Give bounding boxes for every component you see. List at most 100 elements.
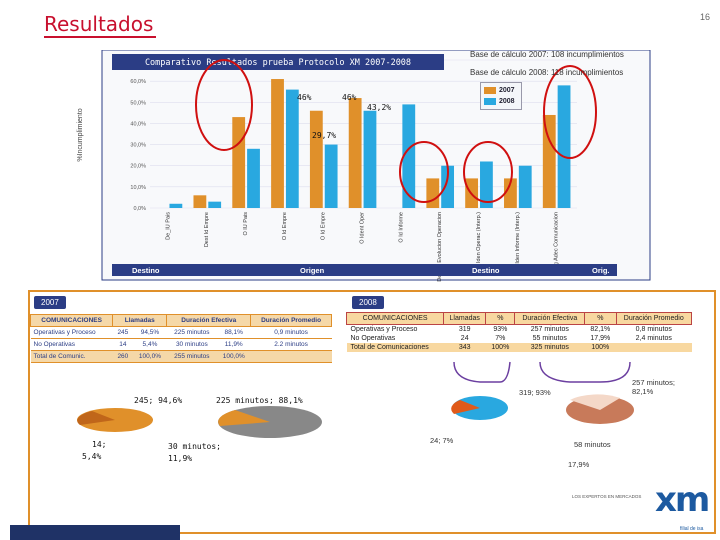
group-label-bar <box>112 264 617 276</box>
cell: Operativas y Proceso <box>30 326 113 339</box>
header-duracion-efectiva: Duración Efectiva <box>166 314 252 327</box>
cell: 343 <box>443 343 486 352</box>
highlight-circle <box>195 59 253 151</box>
cell: 255 minutos <box>166 350 217 363</box>
y-tick-label: 10,0% <box>130 185 146 191</box>
pie-label: 5,4% <box>82 452 102 461</box>
pie-label: 245; 94,6% <box>134 396 183 405</box>
x-tick-label: Dest Iden Operac (Interp.) <box>476 212 482 276</box>
cell: Total de Comunic. <box>30 350 113 363</box>
bar-2008 <box>324 144 338 208</box>
group-label: Destino <box>472 266 500 275</box>
legend-item-2007: 2007 <box>484 85 518 96</box>
cell: 325 minutos <box>514 343 585 352</box>
data-annotation: 43,2% <box>367 103 391 112</box>
header-duracion-promedio: Duración Promedio <box>615 312 693 325</box>
bar-2008 <box>518 165 532 208</box>
bar-2008 <box>363 110 377 208</box>
bar-2007 <box>193 195 207 208</box>
cell: Operativas y Proceso <box>350 326 418 333</box>
table-row: Total de Comunic. 260 100,0% 255 minutos 100… <box>30 350 332 363</box>
pie-2007-calls-slice <box>77 411 115 425</box>
pie-label: 17,9% <box>568 460 590 469</box>
bar-2008 <box>480 161 493 208</box>
pie-label: 319; 93% <box>519 388 551 397</box>
cell: No Operativas <box>350 335 396 342</box>
table-2007: COMUNICACIONES Llamadas Duración Efectiv… <box>29 314 332 363</box>
bar-2007 <box>426 178 440 208</box>
bar-2007 <box>271 79 284 209</box>
header-duracion-promedio: Duración Promedio <box>250 314 332 327</box>
cell: 17,9% <box>590 335 611 342</box>
y-tick-label: 20,0% <box>130 164 146 170</box>
cell <box>616 343 692 352</box>
data-annotation: 46% <box>297 93 312 102</box>
legend-swatch-2007 <box>484 87 496 94</box>
base-2007-text: Base de cálculo 2007: 108 incumplimiento… <box>470 50 624 59</box>
x-tick-label: O IU Pais <box>243 212 249 236</box>
base-2008-text: Base de cálculo 2008: 118 incumplimiento… <box>470 68 624 77</box>
pie-label: 11,9% <box>168 454 193 463</box>
header-pct: % <box>584 312 617 325</box>
x-tick-label: Dest Iden Informe (Interp.) <box>515 212 521 277</box>
bar-2007 <box>542 114 556 208</box>
x-tick-label: O Ident Oper <box>360 212 366 244</box>
cell: 88,1% <box>216 326 251 339</box>
communications-panel <box>28 290 716 534</box>
bar-2007 <box>309 110 323 208</box>
header-llamadas: Llamadas <box>112 314 168 327</box>
slide-number: 16 <box>700 12 711 22</box>
y-tick-label: 0,0% <box>133 206 146 212</box>
data-annotation: 29,7% <box>312 131 336 140</box>
legend-swatch-2008 <box>484 98 496 105</box>
pie-label: 14; <box>92 440 107 449</box>
header-comunicaciones: COMUNICACIONES <box>29 314 114 327</box>
header-duracion-efectiva: Duración Efectiva <box>514 312 586 325</box>
cell: 93% <box>493 326 508 333</box>
cell <box>250 350 332 363</box>
bar-2008 <box>441 165 455 208</box>
xm-logo: xm <box>655 480 710 520</box>
page-title: Resultados <box>44 12 154 36</box>
bar-chart: %Incumplimiento 0,0% 10,0% 20,0% 30,0% 40,0% 5… <box>77 50 651 282</box>
table-row: No Operativas 24 7% 55 minutos 17,9% 2,4 minu… <box>347 334 692 343</box>
y-tick-label: 30,0% <box>130 143 146 149</box>
title-underline <box>44 36 156 38</box>
cell: No Operativas <box>30 338 113 351</box>
x-tick-label: De_IU Pais <box>165 212 171 240</box>
cell: 11,9% <box>216 338 251 351</box>
cell: 100,0% <box>216 350 251 363</box>
bar-2008 <box>169 203 183 208</box>
cell: 225 minutos <box>166 326 217 339</box>
y-tick-label: 50,0% <box>130 100 146 106</box>
data-annotation: 46% <box>342 93 357 102</box>
bracket-calls <box>453 361 511 383</box>
footer-bar <box>10 525 180 540</box>
tag-2008: 2008 <box>352 296 384 309</box>
bar-2008 <box>402 104 416 208</box>
table-row: Operativas y Proceso 245 94,5% 225 minutos 8… <box>30 326 332 339</box>
pies-2008 <box>451 394 634 424</box>
bar-2008 <box>247 148 260 208</box>
header-pct: % <box>485 312 516 325</box>
table-row: Operativas y Proceso 319 93% 257 minutos 82,… <box>347 325 692 335</box>
bar-2007 <box>504 178 517 208</box>
cell: 14 <box>112 338 134 351</box>
highlight-circle <box>463 141 513 203</box>
bracket-duration <box>539 361 631 383</box>
cell: 82,1% <box>590 326 611 333</box>
base-info: Base de cálculo 2007: 108 incumplimiento… <box>470 46 624 82</box>
tag-2007: 2007 <box>34 296 66 309</box>
pies-2007 <box>77 406 322 438</box>
bar-2008 <box>208 201 222 208</box>
pie-label: 58 minutos <box>574 440 611 449</box>
cell: 7% <box>495 335 506 342</box>
cell: 2.2 minutos <box>250 338 332 351</box>
table-row: No Operativas 14 5,4% 30 minutos 11,9% 2.2 mi… <box>30 338 332 351</box>
pie-2007-duration-slice <box>218 410 270 426</box>
bar-2008 <box>285 89 299 208</box>
bracket-lines <box>453 361 631 383</box>
cell: 100% <box>485 343 515 352</box>
cell: 2,4 minutos <box>635 335 672 342</box>
legend-item-2008: 2008 <box>484 96 518 107</box>
